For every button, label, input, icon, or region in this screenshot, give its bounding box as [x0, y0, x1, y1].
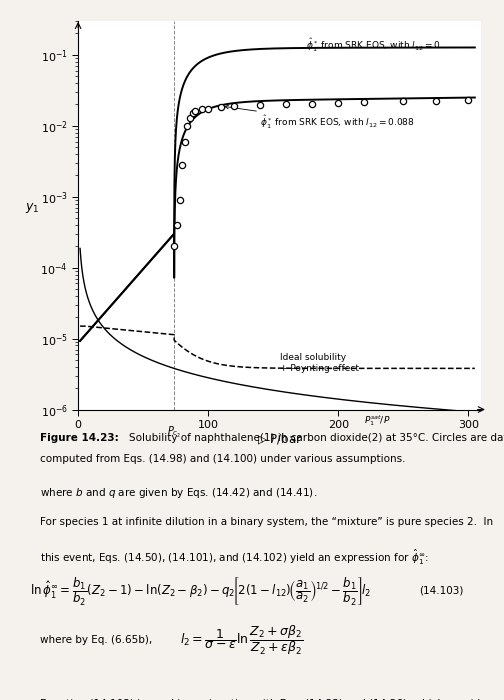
Text: where $b$ and $q$ are given by Eqs. (14.42) and (14.41).: where $b$ and $q$ are given by Eqs. (14.… — [40, 486, 318, 500]
Text: Equation (14.103) is used in conjunction with Eqs. (14.33) and (14.36), which pr: Equation (14.103) is used in conjunction… — [40, 699, 487, 700]
Text: Solubility of naphthalene(1) in carbon dioxide(2) at 35°C. Circles are data. Cur: Solubility of naphthalene(1) in carbon d… — [129, 433, 504, 442]
Text: $P_1^{sat}/P$: $P_1^{sat}/P$ — [364, 413, 391, 428]
Text: computed from Eqs. (14.98) and (14.100) under various assumptions.: computed from Eqs. (14.98) and (14.100) … — [40, 454, 406, 463]
Text: this event, Eqs. (14.50), (14.101), and (14.102) yield an expression for $\hat{\: this event, Eqs. (14.50), (14.101), and … — [40, 547, 429, 567]
Text: $\hat{\phi}_1^*$ from SRK EOS, with $l_{12} = 0.088$: $\hat{\phi}_1^*$ from SRK EOS, with $l_{… — [225, 105, 415, 132]
Text: $l_2 = \dfrac{1}{\sigma - \epsilon}\ln\dfrac{Z_2+\sigma\beta_2}{Z_2+\epsilon\bet: $l_2 = \dfrac{1}{\sigma - \epsilon}\ln\d… — [180, 623, 303, 657]
Text: (14.103): (14.103) — [419, 586, 464, 596]
Text: Ideal solubility
+ Poynting effect: Ideal solubility + Poynting effect — [280, 354, 359, 373]
Text: For species 1 at infinite dilution in a binary system, the “mixture” is pure spe: For species 1 at infinite dilution in a … — [40, 517, 493, 526]
Text: $P_{c_2}$: $P_{c_2}$ — [167, 425, 181, 440]
Text: $\hat{\phi}_1^*$ from SRK EOS, with $l_{12} = 0$: $\hat{\phi}_1^*$ from SRK EOS, with $l_{… — [306, 37, 440, 54]
Text: $\ln\hat{\phi}_1^\infty = \dfrac{b_1}{b_2}(Z_2-1) - \ln(Z_2-\beta_2) - q_2\!\lef: $\ln\hat{\phi}_1^\infty = \dfrac{b_1}{b_… — [30, 575, 371, 607]
Text: where by Eq. (6.65b),: where by Eq. (6.65b), — [40, 635, 153, 645]
Y-axis label: $y_1$: $y_1$ — [25, 202, 39, 216]
Text: Figure 14.23:: Figure 14.23: — [40, 433, 119, 442]
X-axis label: $\triangleright$ P/bar: $\triangleright$ P/bar — [257, 431, 302, 447]
